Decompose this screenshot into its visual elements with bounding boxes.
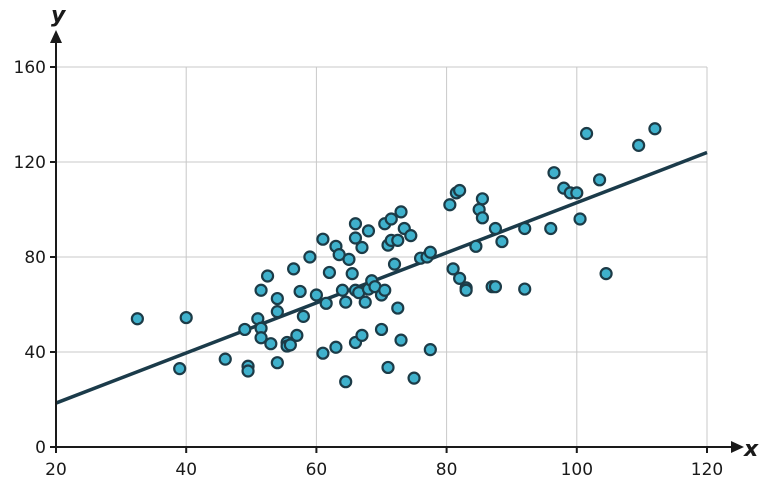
data-point — [459, 283, 473, 297]
trend-line — [55, 150, 708, 405]
data-point — [309, 288, 323, 302]
data-point — [599, 267, 613, 281]
data-point — [592, 173, 607, 187]
data-point — [453, 183, 467, 198]
data-point — [290, 328, 304, 342]
data-point — [348, 217, 363, 231]
x-tick-label: 40 — [175, 460, 197, 480]
data-point — [547, 166, 561, 180]
y-tick-label: 80 — [24, 248, 46, 268]
tick-labels: 20 40 60 80 100 120 0 40 80 120 160 — [14, 58, 724, 480]
x-tick-label: 80 — [436, 460, 458, 480]
x-tick-label: 20 — [45, 460, 67, 480]
y-tick-label: 0 — [35, 438, 46, 458]
data-point — [518, 221, 532, 236]
axes — [50, 30, 744, 453]
data-point — [296, 309, 310, 323]
data-point — [488, 221, 503, 236]
data-point — [374, 322, 389, 337]
y-axis-title: y — [51, 3, 67, 28]
data-point — [407, 371, 421, 385]
data-point — [573, 212, 587, 226]
data-point — [378, 283, 392, 297]
data-point — [339, 375, 353, 389]
data-point — [358, 295, 372, 309]
data-point — [632, 138, 646, 152]
data-point — [322, 265, 337, 280]
data-point — [339, 295, 353, 309]
data-point — [287, 262, 301, 276]
data-point — [345, 267, 359, 281]
data-point — [348, 231, 363, 245]
data-point — [475, 192, 490, 206]
data-point — [544, 221, 558, 236]
data-point — [329, 340, 343, 354]
data-point — [404, 229, 418, 243]
data-point — [254, 331, 268, 345]
data-point — [381, 360, 395, 375]
data-point — [260, 269, 275, 283]
data-point — [423, 343, 437, 357]
data-point — [293, 284, 307, 299]
data-point — [319, 296, 333, 310]
data-point — [391, 233, 405, 247]
data-point — [270, 305, 284, 319]
data-point — [394, 205, 408, 219]
data-point — [475, 211, 490, 225]
x-tick-label: 100 — [561, 460, 593, 480]
data-point — [469, 239, 483, 253]
data-point — [173, 362, 187, 376]
x-tick-label: 120 — [691, 460, 723, 480]
data-point — [453, 271, 467, 285]
data-point — [316, 232, 330, 246]
data-point — [579, 126, 594, 141]
data-point — [648, 122, 662, 136]
data-point — [495, 234, 509, 249]
data-point — [342, 252, 356, 266]
y-tick-label: 120 — [14, 153, 46, 173]
data-point — [355, 240, 369, 255]
data-point — [446, 262, 460, 276]
data-point — [384, 212, 398, 226]
data-point — [179, 310, 193, 325]
data-point — [518, 282, 532, 296]
data-point — [488, 280, 503, 294]
gridlines — [56, 66, 708, 447]
data-point — [270, 356, 284, 370]
data-point — [394, 333, 408, 347]
data-point — [387, 257, 402, 271]
y-axis-arrow — [50, 30, 62, 43]
data-point — [335, 283, 350, 297]
y-tick-label: 160 — [14, 58, 46, 78]
data-point — [130, 312, 144, 326]
data-point — [270, 291, 284, 306]
data-point — [254, 283, 268, 297]
y-tick-label: 40 — [24, 343, 46, 363]
data-point — [264, 337, 278, 351]
x-axis-arrow — [731, 441, 744, 453]
data-point — [241, 364, 255, 378]
data-point — [283, 338, 297, 352]
data-point — [443, 198, 457, 212]
data-point — [218, 352, 232, 366]
x-axis-title: x — [743, 437, 759, 462]
data-point — [316, 346, 330, 360]
x-tick-label: 60 — [306, 460, 328, 480]
data-point — [570, 186, 584, 200]
data-point — [355, 328, 369, 342]
data-point — [391, 301, 405, 315]
data-point — [423, 245, 437, 259]
data-points — [130, 122, 662, 389]
data-point — [361, 224, 376, 238]
data-point — [303, 250, 317, 264]
data-point — [238, 322, 252, 337]
